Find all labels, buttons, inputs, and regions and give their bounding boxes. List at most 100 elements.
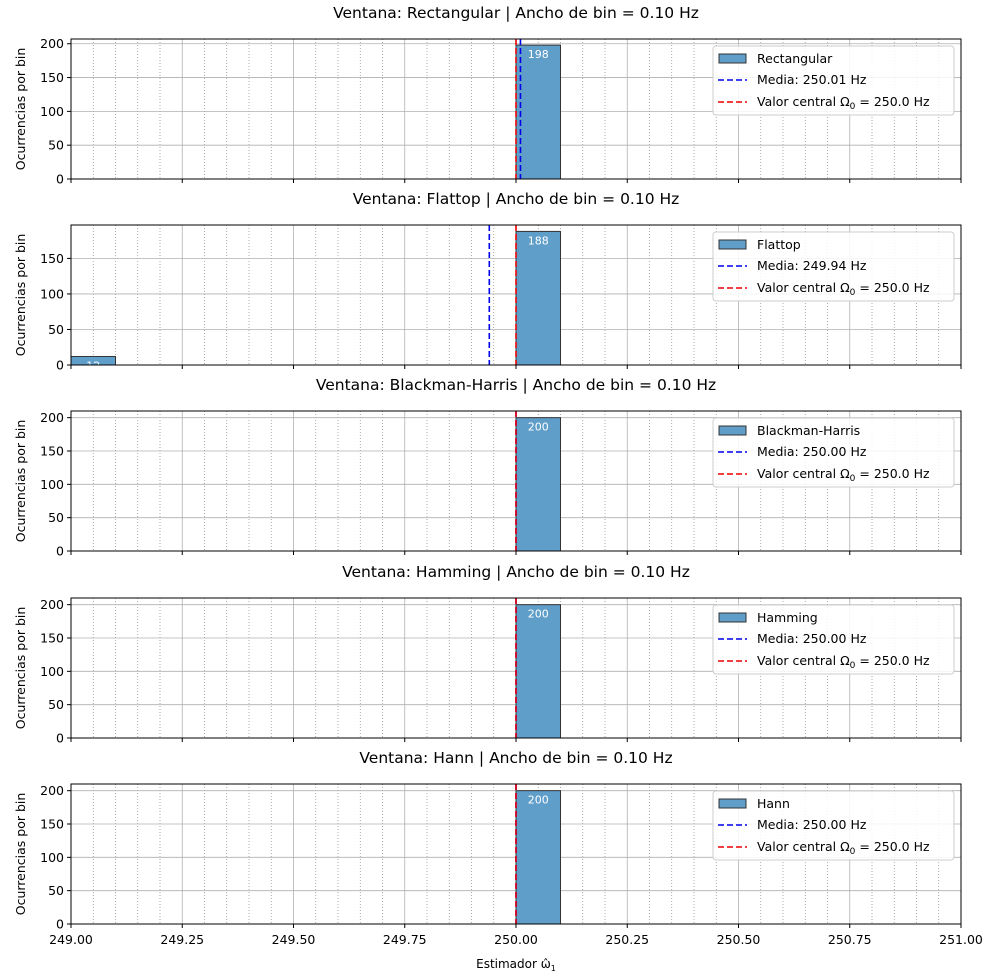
legend-center-label-text: Valor central Ω bbox=[757, 839, 850, 854]
legend-center-label-value: = 250.0 Hz bbox=[855, 839, 930, 854]
legend-box bbox=[712, 231, 955, 302]
x-tick-label: 250.00 bbox=[494, 932, 538, 947]
legend-center-label: Valor central Ω0 = 250.0 Hz bbox=[757, 839, 930, 857]
y-axis-label: Ocurrencias por bin bbox=[13, 420, 28, 543]
y-tick-label: 150 bbox=[40, 70, 64, 85]
panel-2: Ventana: Flattop | Ancho de bin = 0.10 H… bbox=[13, 190, 962, 373]
legend-center-label-text: Valor central Ω bbox=[757, 94, 850, 109]
panel-4: Ventana: Hamming | Ancho de bin = 0.10 H… bbox=[13, 563, 962, 746]
y-tick-label: 200 bbox=[40, 783, 64, 798]
x-axis-label: Estimador ω̂1 bbox=[476, 957, 556, 973]
legend: Hamming Media: 250.00 Hz Valor central Ω0 … bbox=[712, 604, 955, 675]
legend-series-name: Hamming bbox=[757, 610, 818, 625]
bar-count-label: 188 bbox=[528, 234, 549, 247]
y-axis-label: Ocurrencias por bin bbox=[13, 48, 28, 171]
y-tick-label: 0 bbox=[56, 731, 64, 746]
legend-series-name: Flattop bbox=[757, 237, 801, 252]
y-axis-label: Ocurrencias por bin bbox=[13, 234, 28, 357]
y-tick-label: 100 bbox=[40, 664, 64, 679]
panel-1: Ventana: Rectangular | Ancho de bin = 0.… bbox=[13, 4, 962, 187]
legend-center-label: Valor central Ω0 = 250.0 Hz bbox=[757, 280, 930, 298]
y-tick-label: 0 bbox=[56, 358, 64, 373]
legend: Rectangular Media: 250.01 Hz Valor central… bbox=[712, 45, 955, 116]
y-tick-label: 100 bbox=[40, 477, 64, 492]
y-tick-label: 0 bbox=[56, 917, 64, 932]
legend-mean-label: Media: 250.00 Hz bbox=[757, 817, 867, 832]
legend-center-label-text: Valor central Ω bbox=[757, 280, 850, 295]
y-tick-label: 100 bbox=[40, 104, 64, 119]
legend-box bbox=[712, 604, 955, 675]
x-tick-label: 250.50 bbox=[717, 932, 761, 947]
panel-title: Ventana: Flattop | Ancho de bin = 0.10 H… bbox=[353, 190, 680, 208]
panel-title: Ventana: Rectangular | Ancho de bin = 0.… bbox=[333, 4, 699, 22]
legend-mean-label: Media: 250.00 Hz bbox=[757, 444, 867, 459]
x-tick-label: 250.75 bbox=[828, 932, 872, 947]
bar-count-label: 200 bbox=[528, 608, 549, 621]
x-tick-label: 249.25 bbox=[160, 932, 204, 947]
legend: Flattop Media: 249.94 Hz Valor central Ω0 … bbox=[712, 231, 955, 302]
shared-x-axis: Estimador ω̂1 bbox=[476, 957, 556, 973]
panel-title: Ventana: Hamming | Ancho de bin = 0.10 H… bbox=[342, 563, 690, 581]
histogram-bar bbox=[515, 604, 561, 739]
legend-series-name: Blackman-Harris bbox=[757, 423, 860, 438]
bar-count-label: 12 bbox=[86, 359, 100, 372]
legend-center-label-subscript: 0 bbox=[850, 102, 856, 112]
legend-series-name: Rectangular bbox=[757, 51, 833, 66]
histogram-bar bbox=[515, 230, 561, 366]
legend-center-label-subscript: 0 bbox=[850, 847, 856, 857]
panel-title: Ventana: Blackman-Harris | Ancho de bin … bbox=[316, 376, 716, 394]
y-tick-label: 150 bbox=[40, 251, 64, 266]
legend-center-label-value: = 250.0 Hz bbox=[855, 466, 930, 481]
legend-bar-swatch bbox=[718, 612, 747, 623]
y-tick-label: 150 bbox=[40, 631, 64, 646]
y-axis-label: Ocurrencias por bin bbox=[13, 607, 28, 730]
y-tick-label: 150 bbox=[40, 444, 64, 459]
y-tick-label: 50 bbox=[48, 697, 64, 712]
y-tick-label: 0 bbox=[56, 544, 64, 559]
legend-center-label-value: = 250.0 Hz bbox=[855, 94, 930, 109]
x-tick-label: 249.50 bbox=[272, 932, 316, 947]
legend-center-label: Valor central Ω0 = 250.0 Hz bbox=[757, 94, 930, 112]
legend-center-label-value: = 250.0 Hz bbox=[855, 280, 930, 295]
x-tick-label: 249.75 bbox=[383, 932, 427, 947]
y-tick-label: 100 bbox=[40, 850, 64, 865]
legend-mean-label: Media: 250.01 Hz bbox=[757, 72, 867, 87]
x-axis-label-subscript: 1 bbox=[551, 964, 556, 973]
legend-series-name: Hann bbox=[757, 796, 790, 811]
legend-bar-swatch bbox=[718, 239, 747, 250]
legend-mean-label: Media: 249.94 Hz bbox=[757, 258, 867, 273]
legend: Hann Media: 250.00 Hz Valor central Ω0 = 2… bbox=[712, 790, 955, 861]
legend-box bbox=[712, 417, 955, 488]
legend-bar-swatch bbox=[718, 425, 747, 436]
x-tick-label: 249.00 bbox=[49, 932, 93, 947]
y-tick-label: 50 bbox=[48, 138, 64, 153]
y-tick-label: 100 bbox=[40, 286, 64, 301]
legend-center-label: Valor central Ω0 = 250.0 Hz bbox=[757, 466, 930, 484]
x-tick-label: 251.00 bbox=[939, 932, 983, 947]
legend-center-label-value: = 250.0 Hz bbox=[855, 653, 930, 668]
y-tick-label: 200 bbox=[40, 410, 64, 425]
legend-mean-label: Media: 250.00 Hz bbox=[757, 631, 867, 646]
y-tick-label: 200 bbox=[40, 36, 64, 51]
legend-bar-swatch bbox=[718, 53, 747, 64]
bar-count-label: 200 bbox=[528, 421, 549, 434]
bar-count-label: 198 bbox=[528, 48, 549, 61]
legend-center-label-text: Valor central Ω bbox=[757, 466, 850, 481]
legend-box bbox=[712, 45, 955, 116]
histogram-bar bbox=[515, 44, 561, 180]
histogram-bar bbox=[515, 417, 561, 552]
legend-center-label-subscript: 0 bbox=[850, 474, 856, 484]
y-tick-label: 200 bbox=[40, 597, 64, 612]
legend-bar-swatch bbox=[718, 798, 747, 809]
panel-5: Ventana: Hann | Ancho de bin = 0.10 Hz 20… bbox=[13, 749, 983, 947]
histogram-bar bbox=[515, 790, 561, 925]
y-tick-label: 150 bbox=[40, 817, 64, 832]
bar-count-label: 200 bbox=[528, 794, 549, 807]
y-axis-label: Ocurrencias por bin bbox=[13, 793, 28, 916]
panels-group: Ventana: Rectangular | Ancho de bin = 0.… bbox=[13, 4, 983, 947]
legend-box bbox=[712, 790, 955, 861]
y-tick-label: 50 bbox=[48, 322, 64, 337]
panel-3: Ventana: Blackman-Harris | Ancho de bin … bbox=[13, 376, 962, 559]
legend: Blackman-Harris Media: 250.00 Hz Valor cen… bbox=[712, 417, 955, 488]
